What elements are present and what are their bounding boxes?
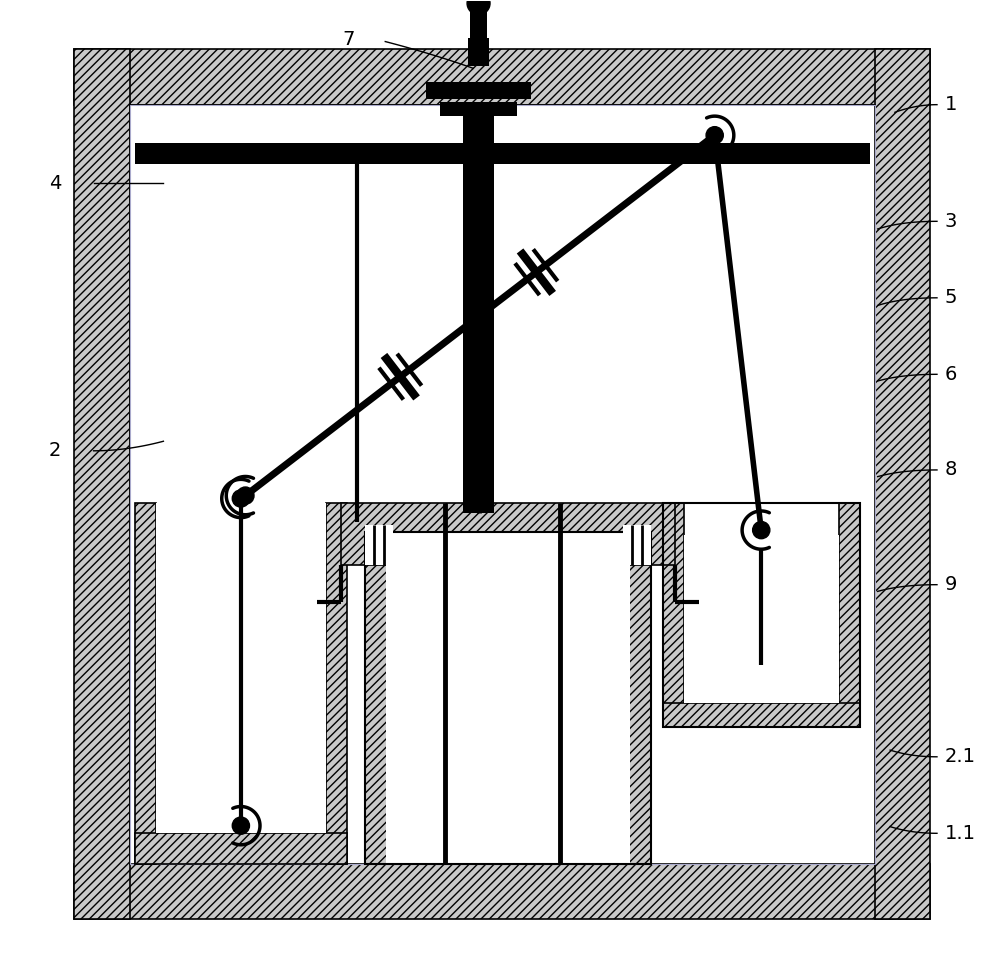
Bar [875,49,930,920]
Bar [468,38,489,66]
Text: 9: 9 [945,575,957,595]
Bar [663,503,860,727]
Bar [130,105,875,864]
Text: 2: 2 [49,441,61,460]
Bar [135,143,870,164]
Bar [623,525,651,566]
Bar [463,105,494,513]
Bar [365,532,651,864]
Text: 8: 8 [945,460,957,480]
Circle shape [706,127,723,144]
Text: 1.1: 1.1 [945,824,976,843]
Bar [365,532,651,864]
Circle shape [467,0,490,14]
Bar [386,532,630,864]
Text: 3: 3 [945,212,957,231]
Bar [341,503,675,566]
Text: 6: 6 [945,364,957,384]
Text: 2.1: 2.1 [945,747,976,766]
Bar [839,503,860,727]
Bar [135,503,156,864]
Bar [74,49,130,920]
Text: 7: 7 [342,30,355,49]
Circle shape [753,522,770,539]
Bar [130,105,875,864]
Bar [74,864,930,920]
Bar [135,833,347,864]
Text: 1: 1 [945,95,957,114]
Bar [326,503,347,864]
Bar [74,49,930,105]
Bar [365,525,393,566]
Bar [684,534,839,703]
Circle shape [232,490,249,507]
Bar [663,503,684,727]
Circle shape [232,817,249,834]
Text: 5: 5 [945,289,957,307]
Text: 4: 4 [49,174,61,193]
Bar [156,503,326,833]
Bar [663,703,860,727]
Bar [663,695,860,727]
Bar [440,102,517,116]
Circle shape [237,487,254,504]
Bar [470,1,487,49]
Bar [426,82,531,99]
